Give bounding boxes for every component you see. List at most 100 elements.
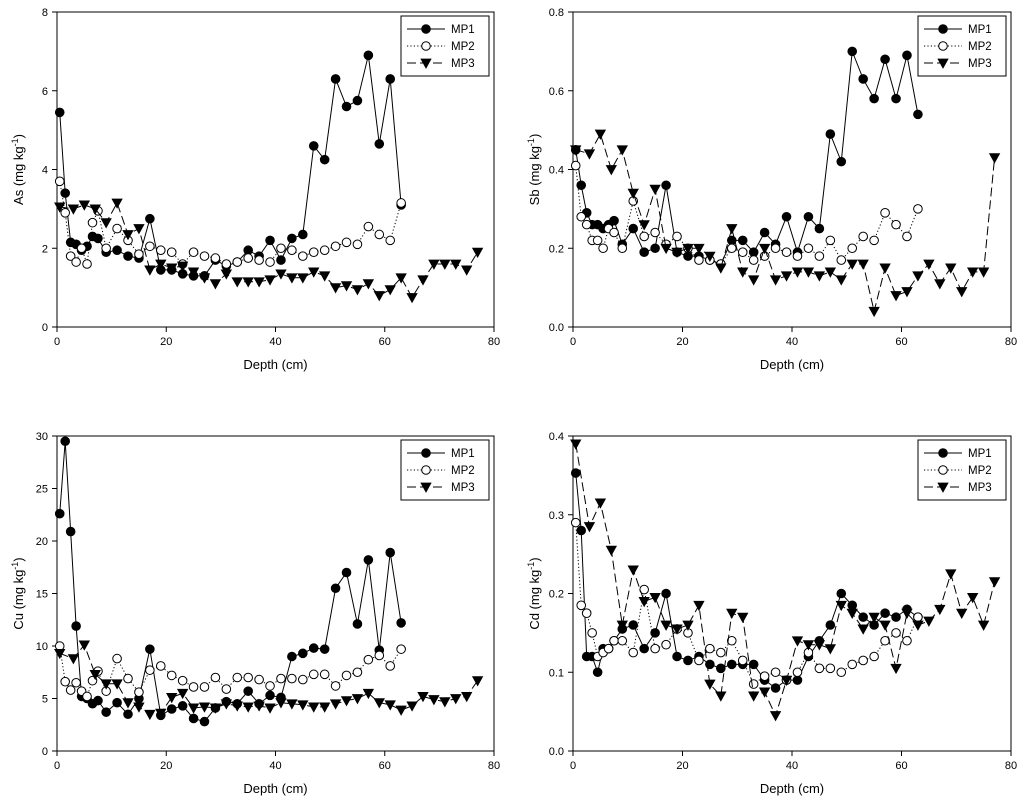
data-point (945, 263, 957, 274)
data-point (155, 661, 166, 671)
data-point (737, 235, 748, 246)
data-point (901, 287, 913, 298)
data-point (439, 697, 451, 708)
data-point (243, 672, 253, 683)
x-tick-label: 80 (1005, 760, 1017, 772)
data-point (242, 702, 254, 713)
data-point (836, 156, 847, 167)
data-point (276, 673, 286, 684)
data-point (231, 277, 243, 288)
data-point (319, 644, 330, 654)
data-point (329, 699, 342, 710)
data-point (254, 255, 264, 265)
data-point (945, 569, 957, 580)
data-point (308, 267, 320, 278)
data-point (341, 101, 352, 112)
data-point (988, 577, 1001, 588)
data-point (879, 263, 891, 274)
data-point (627, 565, 639, 576)
data-point (594, 498, 607, 509)
y-tick-label: 25 (36, 484, 48, 496)
data-point (704, 251, 716, 262)
data-point (220, 269, 233, 280)
data-point (210, 253, 221, 263)
data-point (65, 251, 76, 261)
data-point (835, 275, 847, 286)
data-point (374, 650, 385, 661)
y-tick-label: 0 (42, 746, 48, 758)
data-point (890, 663, 902, 675)
data-point (67, 654, 80, 665)
legend: MP1 MP2 MP3 (400, 439, 490, 501)
data-point (891, 612, 901, 622)
data-point (93, 233, 103, 244)
data-point (598, 243, 608, 254)
data-point (78, 200, 90, 211)
data-point (406, 293, 418, 304)
legend-marker (420, 58, 432, 69)
data-point (188, 247, 199, 257)
series-mp3 (54, 198, 484, 304)
data-point (650, 643, 660, 654)
x-tick-label: 20 (160, 760, 172, 772)
data-point (748, 679, 759, 689)
data-point (155, 245, 166, 256)
data-point (683, 655, 693, 666)
series-mp1 (570, 46, 923, 269)
data-point (385, 661, 396, 671)
data-point (759, 227, 770, 238)
data-point (609, 227, 619, 238)
data-point (352, 667, 363, 678)
data-point (671, 624, 683, 635)
data-point (396, 644, 406, 654)
data-point (319, 669, 330, 680)
data-point (286, 273, 298, 284)
data-point (450, 259, 462, 270)
x-axis-label: Depth (cm) (243, 781, 307, 796)
data-point (60, 208, 70, 218)
legend-label: MP3 (451, 58, 475, 70)
series-line (575, 51, 919, 265)
x-tick-label: 80 (1005, 336, 1017, 348)
data-point (879, 620, 891, 631)
y-tick-label: 15 (36, 589, 48, 601)
data-point (54, 648, 66, 660)
data-point (649, 184, 661, 196)
data-point (54, 202, 66, 213)
data-point (133, 224, 145, 235)
x-tick-label: 60 (895, 760, 907, 772)
series-mp3 (570, 129, 1001, 318)
data-point (78, 640, 90, 651)
data-point (661, 180, 671, 191)
data-point (101, 243, 111, 254)
data-point (726, 224, 738, 235)
data-point (145, 241, 155, 252)
data-point (609, 635, 619, 646)
data-point (199, 251, 210, 261)
data-point (276, 255, 286, 265)
data-point (123, 251, 133, 261)
data-point (868, 612, 880, 623)
x-tick-label: 20 (676, 336, 688, 348)
x-tick-label: 20 (160, 336, 172, 348)
legend-label: MP1 (968, 448, 992, 460)
data-point (112, 697, 122, 708)
y-axis-label: Cu (mg kg-1) (10, 557, 26, 629)
series-mp2 (54, 641, 406, 702)
data-point (977, 620, 990, 631)
chart-panel-cu: 0 20 40 60 80 0 5 10 15 20 25 30 Depth (cm) Cu (mg kg… (10, 431, 500, 796)
y-tick-label: 0.2 (549, 589, 564, 601)
data-point (363, 555, 374, 565)
data-point (176, 261, 189, 272)
y-axis-label: As (mg kg-1) (10, 134, 26, 205)
series-mp1 (54, 436, 406, 727)
data-point (330, 241, 341, 252)
data-point (857, 259, 869, 270)
legend-marker (421, 24, 431, 34)
y-tick-label: 0.8 (549, 7, 564, 19)
data-point (770, 667, 781, 678)
data-point (188, 682, 199, 692)
data-point (780, 271, 793, 282)
data-point (748, 247, 759, 257)
legend-marker (938, 24, 948, 34)
